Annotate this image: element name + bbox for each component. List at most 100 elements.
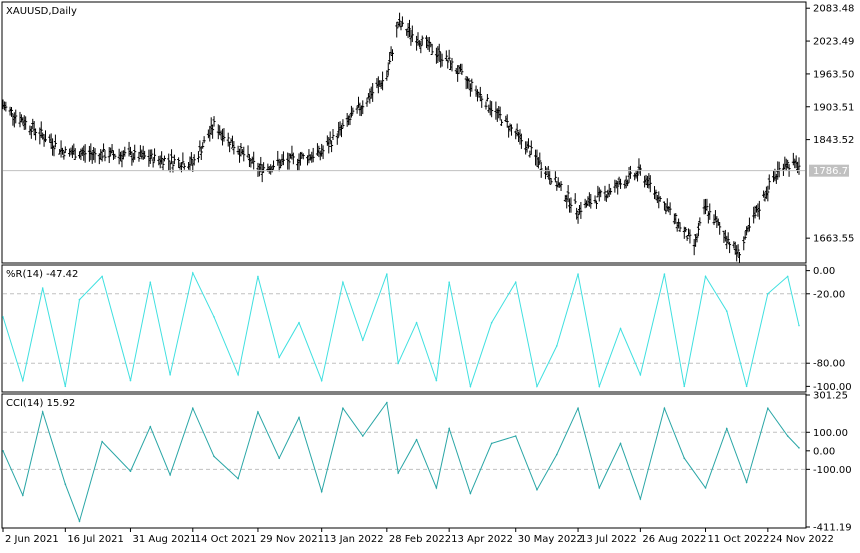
x-tick-label: 26 Aug 2022 xyxy=(642,534,706,545)
x-tick-label: 14 Oct 2021 xyxy=(195,534,257,545)
williams-r-point xyxy=(639,373,642,376)
williams-r-panel-title: %R(14) -47.42 xyxy=(6,269,78,280)
williams-r-panel-frame xyxy=(1,264,807,393)
cci-point xyxy=(745,481,748,484)
cci-point xyxy=(2,450,4,452)
cci-point xyxy=(191,407,194,410)
price-ytick-label: 1963.50 xyxy=(813,69,854,80)
price-panel-title: XAUUSD,Daily xyxy=(6,6,77,17)
cci-point xyxy=(798,447,800,449)
williams-r-point xyxy=(361,339,364,341)
cci-point xyxy=(556,453,558,456)
cci-point xyxy=(386,401,388,404)
williams-r-point xyxy=(490,321,493,324)
last-price-label-box xyxy=(809,164,849,177)
x-tick-label: 24 Nov 2022 xyxy=(770,534,834,545)
williams-r-point xyxy=(397,362,399,365)
williams-r-point xyxy=(415,321,418,324)
williams-r-point xyxy=(745,385,748,388)
williams-r-ytick-label: -20.00 xyxy=(813,289,845,300)
cci-point xyxy=(64,483,67,485)
x-tick-label: 11 Oct 2022 xyxy=(708,534,770,545)
williams-r-point xyxy=(704,275,707,278)
williams-r-ytick-label: 0.00 xyxy=(813,266,835,277)
price-ytick-label: 1663.55 xyxy=(813,234,854,245)
williams-r-point xyxy=(598,385,601,388)
williams-r-layer xyxy=(2,271,805,389)
williams-r-point xyxy=(22,379,24,382)
cci-point xyxy=(536,488,538,491)
cci-point xyxy=(577,407,579,410)
williams-r-series-line xyxy=(2,271,800,389)
williams-r-point xyxy=(786,275,789,278)
cci-point xyxy=(469,492,472,495)
williams-r-point xyxy=(725,310,728,312)
williams-r-point xyxy=(237,373,239,376)
williams-r-point xyxy=(129,379,132,382)
williams-r-point xyxy=(342,281,344,284)
williams-r-point xyxy=(663,273,666,275)
cci-point xyxy=(448,427,450,430)
cci-ytick-label: 0.00 xyxy=(813,446,835,457)
williams-r-point xyxy=(191,272,194,274)
cci-point xyxy=(22,494,24,497)
cci-point xyxy=(490,442,493,445)
williams-r-point xyxy=(469,385,472,388)
williams-r-point xyxy=(619,327,622,330)
williams-r-point xyxy=(257,275,259,278)
price-ytick-label: 2083.48 xyxy=(813,4,854,15)
last-price-label: 1786.77 xyxy=(813,166,854,177)
williams-r-point xyxy=(683,385,686,388)
williams-r-point xyxy=(78,298,81,301)
cci-point xyxy=(514,435,517,437)
williams-r-point xyxy=(278,356,280,359)
x-tick-label: 31 Aug 2021 xyxy=(132,534,196,545)
cci-point xyxy=(619,442,622,445)
cci-point xyxy=(257,411,259,413)
cci-point xyxy=(213,455,215,458)
williams-r-point xyxy=(298,321,300,324)
williams-r-point xyxy=(169,373,171,376)
x-tick-label: 13 Apr 2022 xyxy=(451,534,513,545)
price-ytick-label: 1903.51 xyxy=(813,102,854,113)
cci-point xyxy=(41,411,44,413)
x-tick-label: 28 Feb 2022 xyxy=(389,534,451,545)
price-ytick-label: 1843.52 xyxy=(813,135,854,146)
cci-point xyxy=(129,470,132,472)
cci-point xyxy=(767,407,769,410)
cci-point xyxy=(663,407,666,410)
cci-point xyxy=(169,474,171,476)
cci-point xyxy=(149,425,152,428)
williams-r-point xyxy=(386,273,388,275)
cci-point xyxy=(342,407,344,410)
williams-r-point xyxy=(149,281,152,284)
x-tick-label: 2 Jun 2021 xyxy=(5,534,59,545)
cci-point xyxy=(397,472,399,474)
cci-series-line xyxy=(2,401,800,523)
x-tick-label: 13 Jan 2022 xyxy=(324,534,384,545)
y-axis-layer: 2083.48 2023.49 1963.50 1903.51 1843.52 1663.… xyxy=(806,4,854,534)
cci-point xyxy=(786,435,789,437)
cci-point xyxy=(298,416,300,419)
williams-r-ytick-label: -100.00 xyxy=(813,382,852,393)
williams-r-point xyxy=(536,385,538,388)
cci-point xyxy=(361,435,364,437)
cci-panel-frame xyxy=(1,393,807,529)
cci-point xyxy=(278,457,280,460)
williams-r-point xyxy=(767,292,769,295)
williams-r-point xyxy=(320,379,323,382)
williams-r-point xyxy=(514,281,517,284)
cci-point xyxy=(320,490,323,493)
cci-point xyxy=(704,487,707,489)
cci-point xyxy=(237,477,239,480)
williams-r-point xyxy=(2,316,4,318)
cci-panel-title: CCI(14) 15.92 xyxy=(6,398,75,409)
williams-r-point xyxy=(798,324,800,327)
cci-point xyxy=(639,498,642,500)
williams-r-point xyxy=(101,275,103,278)
cci-point xyxy=(101,440,103,443)
